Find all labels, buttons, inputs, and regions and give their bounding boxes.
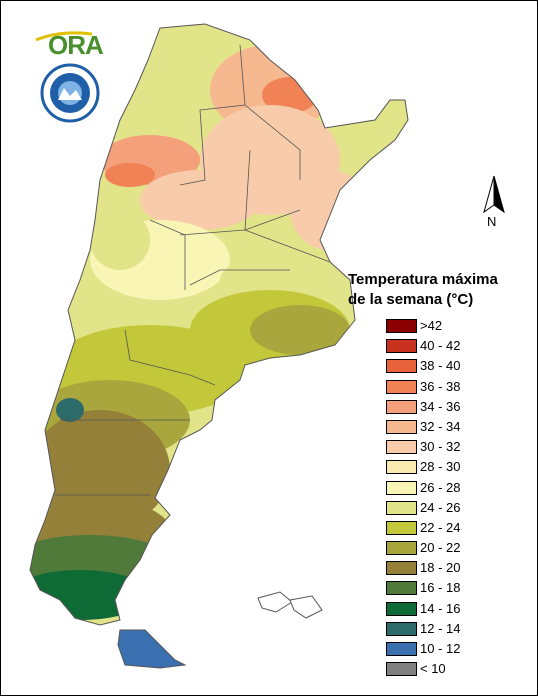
legend-swatch	[386, 339, 417, 354]
legend-title-line1: Temperatura máxima	[348, 271, 498, 288]
legend-swatch	[386, 662, 417, 677]
province-borders	[55, 44, 331, 496]
legend-swatch	[386, 379, 417, 394]
legend-label: 30 - 32	[420, 439, 461, 455]
legend-label: 26 - 28	[420, 479, 461, 495]
legend-label: 14 - 16	[420, 600, 461, 616]
legend-swatch	[386, 520, 417, 535]
legend-label: 34 - 36	[420, 398, 461, 414]
legend-swatch	[386, 419, 417, 434]
legend-swatch	[386, 319, 417, 333]
logo-sun-icon	[35, 31, 93, 42]
service-emblem-icon	[40, 63, 100, 123]
legend-swatch	[386, 460, 417, 475]
legend-label: 40 - 42	[420, 338, 461, 354]
legend-swatch	[386, 601, 417, 616]
legend-swatch	[386, 561, 417, 576]
legend-swatch	[386, 581, 417, 596]
legend-label: < 10	[420, 661, 446, 677]
legend-label: 38 - 40	[420, 358, 461, 374]
legend-label: 16 - 18	[420, 580, 461, 596]
legend-label: >42	[420, 318, 443, 333]
legend-label: 24 - 26	[420, 499, 461, 515]
legend-label: 28 - 30	[420, 459, 461, 475]
legend-label: 18 - 20	[420, 560, 461, 576]
legend-swatch	[386, 399, 417, 414]
legend-title-line2: de la semana (°C)	[348, 291, 474, 308]
legend-label: 10 - 12	[420, 641, 461, 656]
legend-swatch	[386, 500, 417, 515]
north-arrow-icon	[483, 175, 505, 214]
legend-swatch	[386, 480, 417, 495]
malvinas-islands	[257, 591, 323, 619]
legend-swatch	[386, 440, 417, 455]
legend-label: 20 - 22	[420, 540, 461, 556]
legend-label: 12 - 14	[420, 620, 461, 636]
legend-swatch	[386, 621, 417, 636]
legend-label: 36 - 38	[420, 378, 461, 394]
north-arrow-label: N	[487, 214, 497, 229]
legend-label: 22 - 24	[420, 519, 461, 535]
legend-swatch	[386, 642, 417, 656]
legend-swatch	[386, 541, 417, 556]
legend-title: Temperatura máxima de la semana (°C)	[348, 270, 538, 310]
legend-swatch	[386, 359, 417, 374]
tierra-del-fuego	[117, 629, 187, 669]
country-outline	[29, 23, 409, 626]
logo-text: ORA	[48, 30, 104, 60]
legend-label: 32 - 34	[420, 418, 461, 434]
